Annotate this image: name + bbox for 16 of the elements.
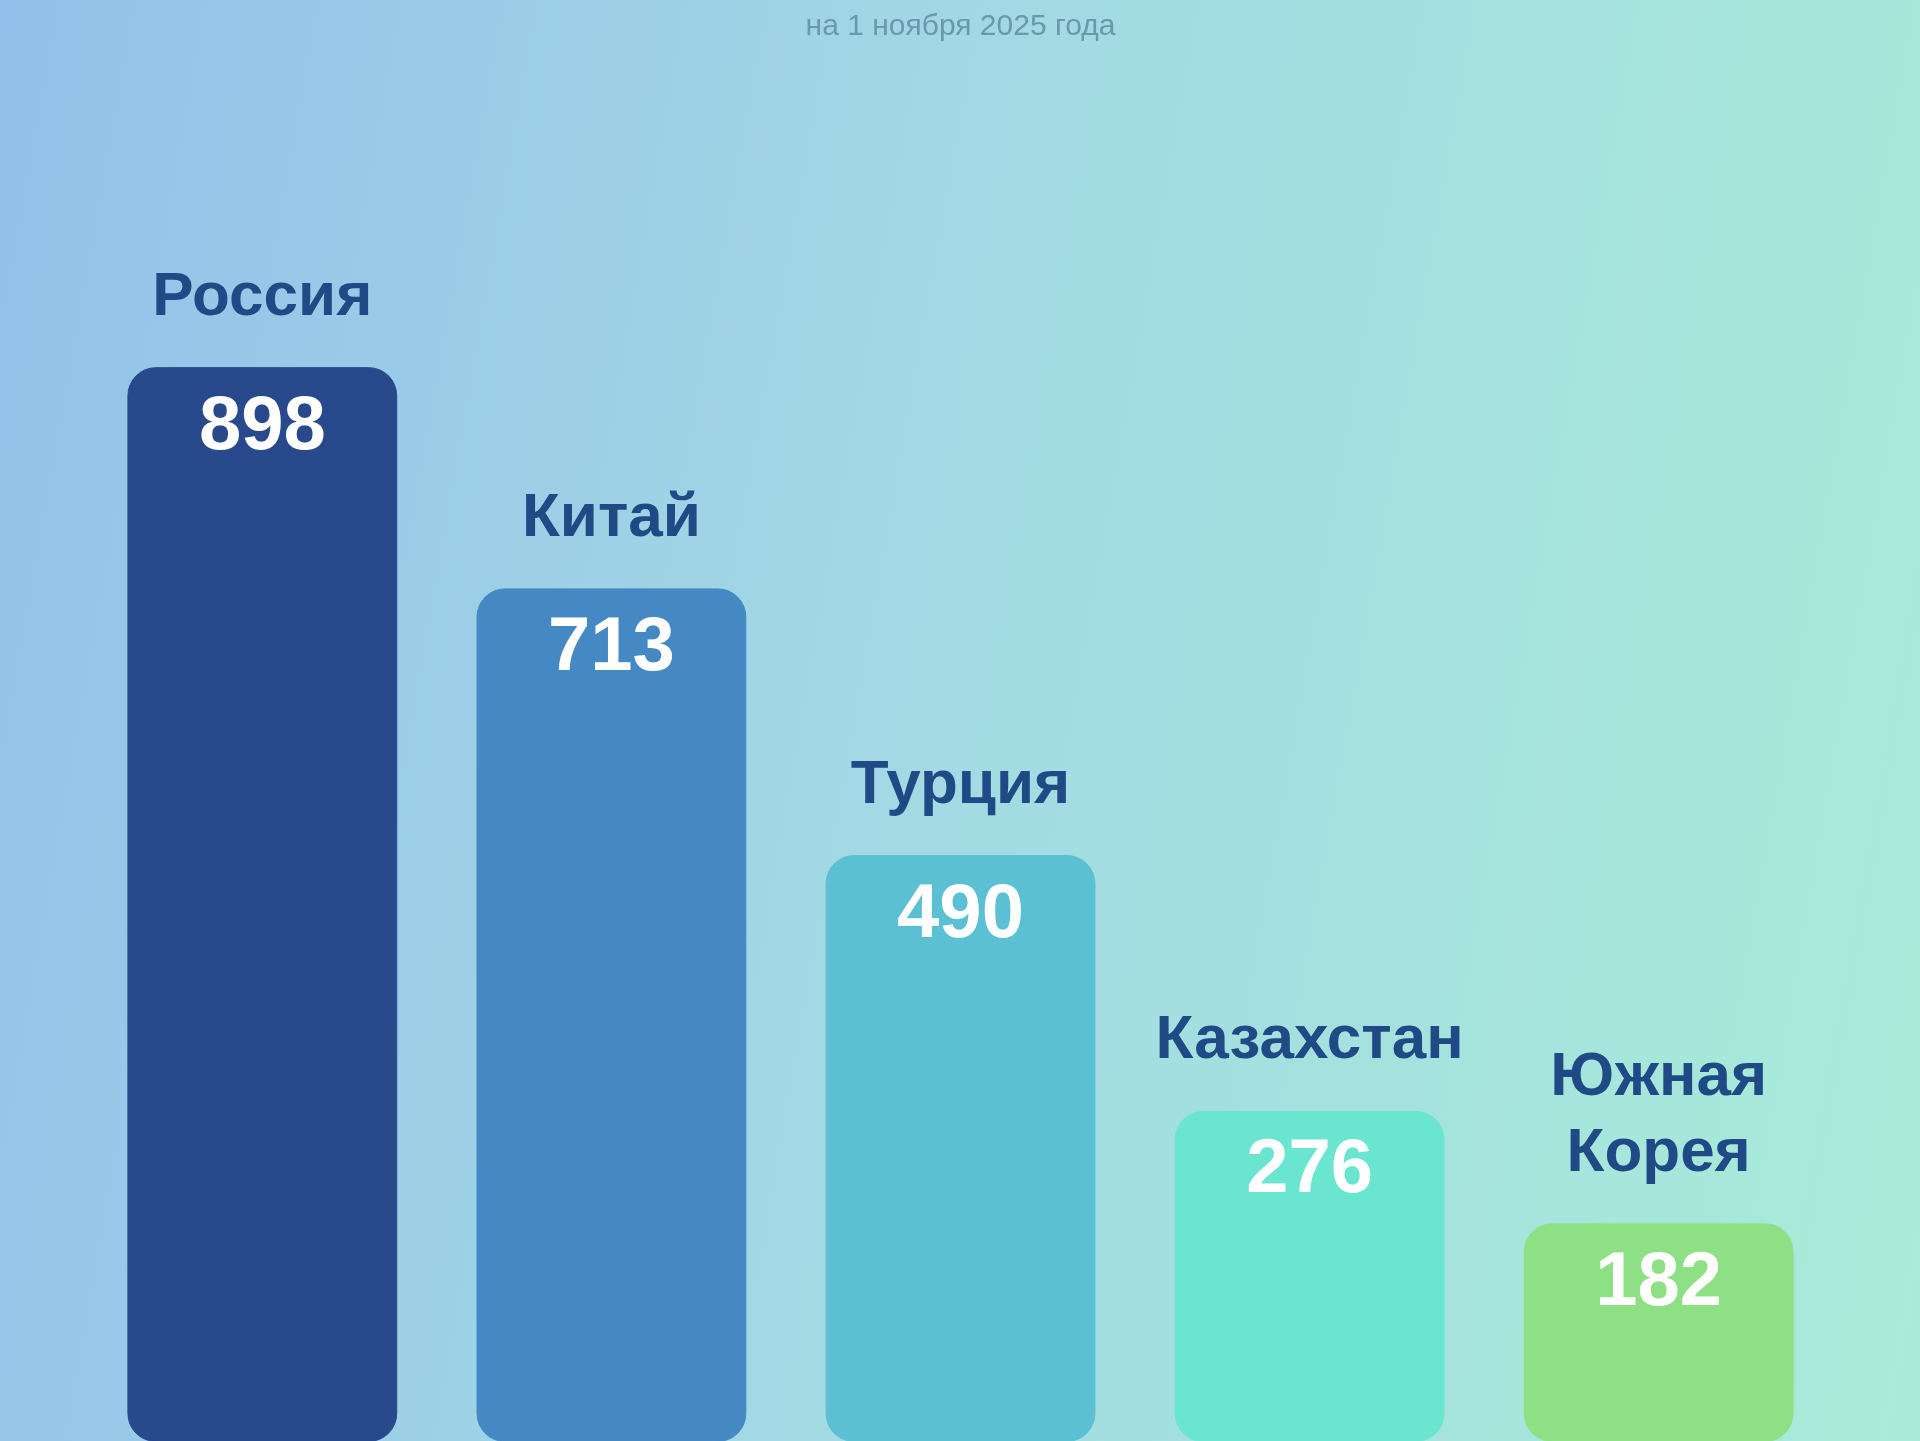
x-tick-label: Россия: [152, 258, 373, 328]
bar: [1174, 1110, 1445, 1441]
bar: [476, 588, 747, 1441]
data-label: 182: [1595, 1235, 1723, 1321]
x-tick-label: Казахстан: [1155, 1002, 1464, 1072]
data-label: 898: [198, 379, 326, 465]
data-label: 713: [548, 600, 675, 686]
bar: [1523, 1223, 1794, 1441]
x-tick-label: Турция: [850, 746, 1071, 816]
data-label: 276: [1246, 1123, 1373, 1209]
x-tick-label: Южная Корея: [1550, 1038, 1768, 1184]
bar: [825, 855, 1096, 1441]
bar: [127, 367, 398, 1441]
x-tick-label: Китай: [521, 479, 701, 549]
chart-subtitle: на 1 ноября 2025 года: [805, 7, 1116, 41]
data-label: 490: [897, 867, 1024, 953]
